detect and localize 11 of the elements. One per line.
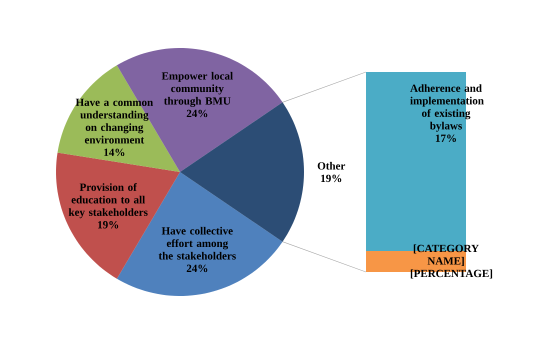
data-label: 19% bbox=[321, 174, 342, 182]
data-label: 17% bbox=[436, 134, 456, 142]
data-label: 24% bbox=[186, 264, 208, 272]
data-label: 19% bbox=[98, 221, 118, 228]
slice-label: Provision of education to all key stakeholders bbox=[68, 183, 148, 218]
slice-label: Have collective effort among the stakeholders bbox=[158, 226, 236, 260]
data-label: 14% bbox=[104, 148, 124, 156]
data-label: [PERCENTAGE] bbox=[410, 269, 492, 279]
slice-label: Other bbox=[318, 162, 346, 170]
slice-label: Empower local community through BMU bbox=[162, 72, 233, 107]
data-label: 24% bbox=[186, 110, 208, 118]
